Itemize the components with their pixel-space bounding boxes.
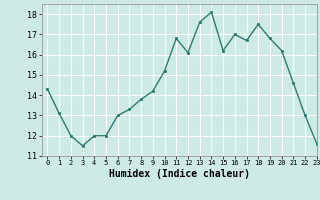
- X-axis label: Humidex (Indice chaleur): Humidex (Indice chaleur): [109, 169, 250, 179]
